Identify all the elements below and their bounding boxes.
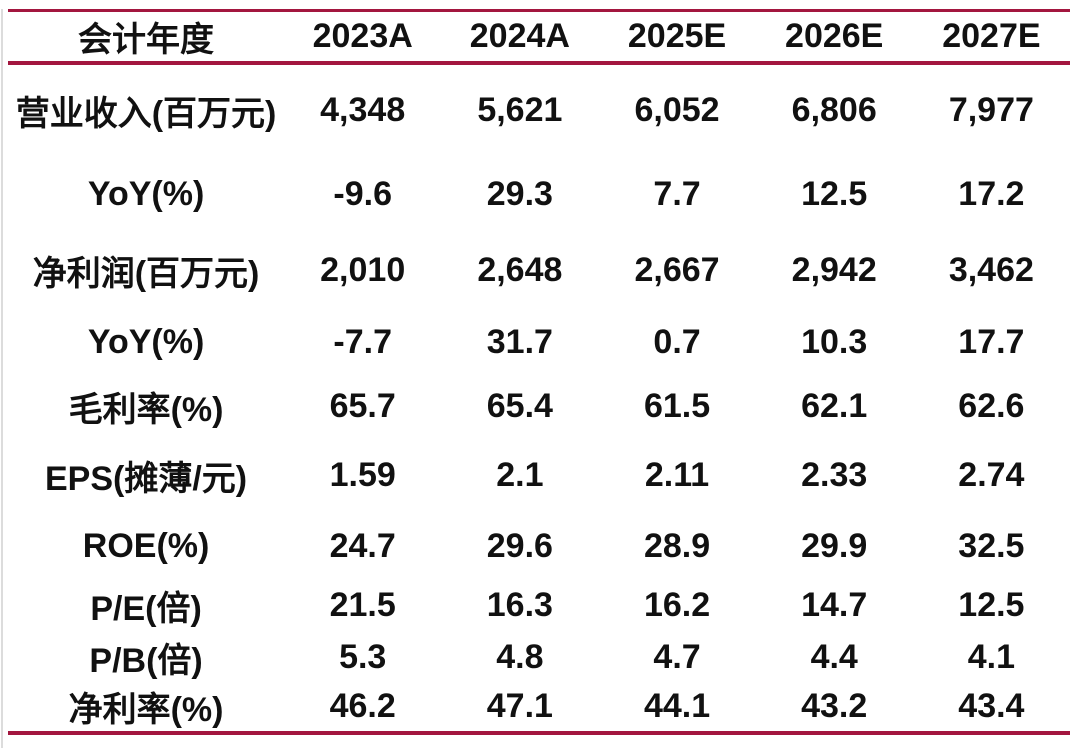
- metric-value-cell: 65.4: [486, 387, 553, 425]
- metric-value-cell: 62.6: [958, 387, 1025, 425]
- metric-value-cell: 4.7: [653, 637, 701, 676]
- metric-value-cell: 47.1: [486, 687, 553, 725]
- metric-value-cell: 12.5: [801, 174, 868, 213]
- metric-value-cell: 31.7: [486, 322, 553, 361]
- row-metric-label-cell: 营业收入(百万元): [15, 94, 277, 133]
- metric-value-cell: 4,348: [320, 90, 406, 129]
- header-year-cell: 2027E: [942, 17, 1041, 55]
- metric-value-cell: 2,010: [320, 251, 406, 289]
- table-row: ROE(%) 24.7 29.6 28.9 29.9 32.5: [8, 514, 1070, 578]
- metric-value-cell: 46.2: [329, 687, 396, 725]
- table-row: 营业收入(百万元) 4,348 5,621 6,052 6,806 7,977: [8, 65, 1070, 155]
- metric-value-cell: 17.7: [958, 322, 1025, 361]
- row-metric-label-cell: P/B(倍): [89, 641, 203, 680]
- metric-value-cell: 21.5: [329, 585, 396, 624]
- table-bottom-rule: [8, 731, 1070, 735]
- table-row: 毛利率(%) 65.7 65.4 61.5 62.1 62.6: [8, 376, 1070, 437]
- metric-value-cell: 1.59: [329, 456, 396, 494]
- table-header-divider-rule: [8, 61, 1070, 65]
- table-row: P/B(倍) 5.3 4.8 4.7 4.4 4.1: [8, 632, 1070, 682]
- metric-value-cell: 24.7: [329, 526, 396, 565]
- metric-value-cell: 2.11: [644, 456, 710, 494]
- metric-value-cell: 65.7: [329, 387, 396, 425]
- metric-value-cell: 16.3: [486, 585, 553, 624]
- table-row: YoY(%) -7.7 31.7 0.7 10.3 17.7: [8, 308, 1070, 376]
- metric-value-cell: -7.7: [333, 322, 392, 361]
- metric-value-cell: 2,942: [791, 251, 877, 289]
- metric-value-cell: 5,621: [477, 90, 563, 129]
- metric-value-cell: 44.1: [643, 687, 711, 725]
- table-row: 净利润(百万元) 2,010 2,648 2,667 2,942 3,462: [8, 233, 1070, 308]
- metric-value-cell: -9.6: [333, 174, 392, 213]
- metric-value-cell: 16.2: [643, 585, 711, 624]
- metric-value-cell: 2.33: [801, 456, 868, 494]
- metric-value-cell: 17.2: [958, 174, 1025, 213]
- metric-value-cell: 61.5: [643, 387, 711, 425]
- row-metric-label-cell: YoY(%): [87, 174, 205, 213]
- left-edge-divider-line: [1, 9, 3, 748]
- header-year-cell: 2023A: [312, 17, 413, 55]
- header-year-cell: 2026E: [785, 17, 884, 55]
- metric-value-cell: 32.5: [958, 526, 1025, 565]
- metric-value-cell: 43.2: [801, 687, 868, 725]
- row-metric-label-cell: EPS(摊薄/元): [44, 460, 248, 498]
- row-metric-label-cell: ROE(%): [82, 526, 210, 565]
- row-metric-label-cell: P/E(倍): [90, 589, 202, 628]
- metric-value-cell: 6,052: [634, 90, 720, 129]
- metric-value-cell: 12.5: [958, 585, 1025, 624]
- metric-value-cell: 4.8: [496, 637, 544, 676]
- metric-value-cell: 29.3: [486, 174, 553, 213]
- table-row: P/E(倍) 21.5 16.3 16.2 14.7 12.5: [8, 578, 1070, 632]
- metric-value-cell: 0.7: [653, 322, 701, 361]
- table-top-rule: [8, 9, 1070, 12]
- metric-value-cell: 10.3: [801, 322, 868, 361]
- metric-value-cell: 4.1: [967, 637, 1016, 676]
- table-row: 净利率(%) 46.2 47.1 44.1 43.2 43.4: [8, 682, 1070, 731]
- metric-value-cell: 29.9: [801, 526, 868, 565]
- header-fiscal-year-label-cell: 会计年度: [78, 21, 215, 59]
- metric-value-cell: 7.7: [653, 174, 701, 213]
- metric-value-cell: 7,977: [948, 90, 1034, 129]
- row-metric-label-cell: 净利率(%): [68, 691, 224, 729]
- metric-value-cell: 4.4: [810, 637, 858, 676]
- table-body: 营业收入(百万元) 4,348 5,621 6,052 6,806 7,977 YoY(%)…: [8, 65, 1070, 731]
- row-metric-label-cell: 净利润(百万元): [32, 255, 260, 293]
- header-year-cell: 2024A: [469, 17, 570, 55]
- metric-value-cell: 28.9: [643, 526, 711, 565]
- metric-value-cell: 43.4: [958, 687, 1025, 725]
- metric-value-cell: 14.7: [801, 585, 868, 624]
- header-year-cell: 2025E: [627, 17, 727, 55]
- financial-forecast-table: 会计年度 2023A 2024A 2025E 2026E 2027E 营业收入(百万元) 4…: [8, 9, 1070, 735]
- row-metric-label-cell: 毛利率(%): [68, 391, 224, 429]
- metric-value-cell: 2,648: [477, 251, 563, 289]
- table-header-row: 会计年度 2023A 2024A 2025E 2026E 2027E: [8, 12, 1070, 61]
- metric-value-cell: 2.74: [958, 456, 1025, 494]
- metric-value-cell: 5.3: [339, 637, 387, 676]
- table-row: YoY(%) -9.6 29.3 7.7 12.5 17.2: [8, 155, 1070, 233]
- row-metric-label-cell: YoY(%): [87, 322, 205, 361]
- metric-value-cell: 6,806: [791, 90, 877, 129]
- metric-value-cell: 2.1: [496, 456, 544, 494]
- metric-value-cell: 29.6: [486, 526, 553, 565]
- metric-value-cell: 3,462: [948, 251, 1034, 289]
- table-row: EPS(摊薄/元) 1.59 2.1 2.11 2.33 2.74: [8, 437, 1070, 514]
- metric-value-cell: 2,667: [634, 251, 720, 289]
- metric-value-cell: 62.1: [801, 387, 868, 425]
- financial-report-table-page: 会计年度 2023A 2024A 2025E 2026E 2027E 营业收入(百万元) 4…: [0, 9, 1080, 748]
